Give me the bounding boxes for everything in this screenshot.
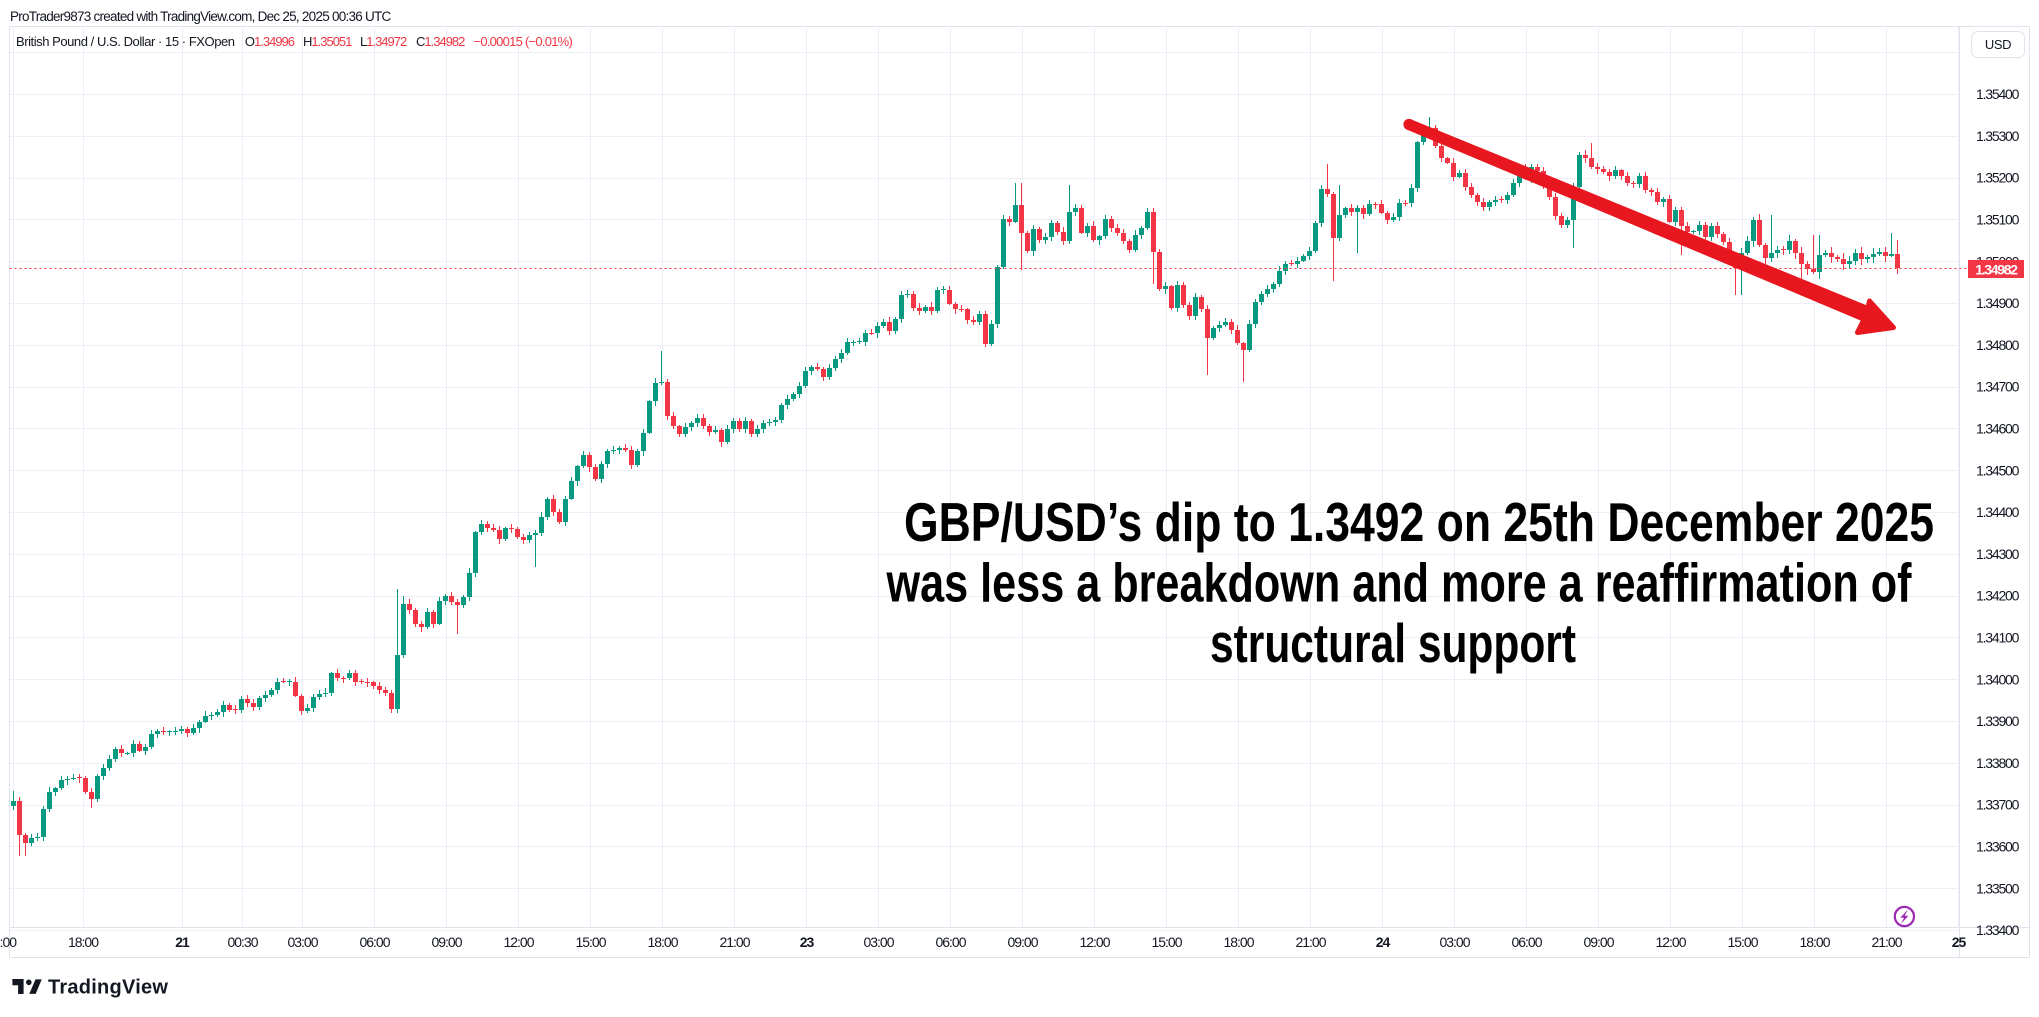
svg-text:TradingView: TradingView (48, 977, 168, 999)
svg-text:21: 21 (175, 934, 190, 950)
svg-text:21:00: 21:00 (1295, 934, 1326, 950)
svg-text:25: 25 (1952, 934, 1967, 950)
svg-text:18:00: 18:00 (68, 934, 99, 950)
svg-text:L1.34972: L1.34972 (360, 34, 407, 49)
svg-text:structural support: structural support (1210, 612, 1576, 674)
svg-text:18:00: 18:00 (647, 934, 678, 950)
svg-text:1.34300: 1.34300 (1976, 546, 2020, 562)
svg-text:1.33500: 1.33500 (1976, 880, 2020, 896)
svg-text:12:00: 12:00 (1655, 934, 1686, 950)
svg-text:21:00: 21:00 (1871, 934, 1902, 950)
svg-text:06:00: 06:00 (359, 934, 390, 950)
svg-text:H1.35051: H1.35051 (303, 34, 352, 49)
svg-text:1.34600: 1.34600 (1976, 421, 2020, 437)
svg-text:GBP/USD’s dip to 1.3492 on 25t: GBP/USD’s dip to 1.3492 on 25th December… (904, 491, 1934, 553)
svg-text:23: 23 (800, 934, 815, 950)
svg-text:1.33600: 1.33600 (1976, 839, 2020, 855)
svg-text:15:00: 15:00 (1151, 934, 1182, 950)
svg-text:1.34500: 1.34500 (1976, 462, 2020, 478)
svg-text:1.34982: 1.34982 (1975, 262, 2018, 278)
svg-text:06:00: 06:00 (1511, 934, 1542, 950)
svg-text:1.34900: 1.34900 (1976, 295, 2020, 311)
svg-text:12:00: 12:00 (503, 934, 534, 950)
svg-text:00:30: 00:30 (227, 934, 258, 950)
svg-text:15:00: 15:00 (575, 934, 606, 950)
svg-text:15:00: 15:00 (0, 934, 17, 950)
svg-text:1.35300: 1.35300 (1976, 128, 2020, 144)
svg-text:1.34000: 1.34000 (1976, 671, 2020, 687)
svg-text:1.35200: 1.35200 (1976, 170, 2020, 186)
svg-text:O1.34996: O1.34996 (245, 34, 295, 49)
svg-text:−0.00015 (−0.01%): −0.00015 (−0.01%) (474, 34, 573, 49)
svg-text:1.35400: 1.35400 (1976, 86, 2020, 102)
svg-text:06:00: 06:00 (935, 934, 966, 950)
svg-text:09:00: 09:00 (431, 934, 462, 950)
svg-text:1.34800: 1.34800 (1976, 337, 2020, 353)
svg-text:12:00: 12:00 (1079, 934, 1110, 950)
svg-text:1.33900: 1.33900 (1976, 713, 2020, 729)
svg-text:USD: USD (1985, 37, 2011, 52)
svg-text:03:00: 03:00 (287, 934, 318, 950)
svg-text:09:00: 09:00 (1007, 934, 1038, 950)
svg-text:18:00: 18:00 (1223, 934, 1254, 950)
svg-text:21:00: 21:00 (719, 934, 750, 950)
svg-text:1.34700: 1.34700 (1976, 379, 2020, 395)
svg-text:C1.34982: C1.34982 (416, 34, 465, 49)
svg-text:1.34200: 1.34200 (1976, 588, 2020, 604)
svg-text:1.33800: 1.33800 (1976, 755, 2020, 771)
svg-text:03:00: 03:00 (1439, 934, 1470, 950)
svg-text:1.34400: 1.34400 (1976, 504, 2020, 520)
svg-text:18:00: 18:00 (1799, 934, 1830, 950)
svg-text:was less a breakdown and more: was less a breakdown and more a reaffirm… (886, 552, 1912, 614)
svg-text:03:00: 03:00 (863, 934, 894, 950)
svg-text:1.33400: 1.33400 (1976, 922, 2020, 938)
svg-text:1.33700: 1.33700 (1976, 797, 2020, 813)
svg-text:ProTrader9873 created with Tra: ProTrader9873 created with TradingView.c… (10, 9, 391, 24)
svg-text:24: 24 (1376, 934, 1391, 950)
svg-text:1.34100: 1.34100 (1976, 630, 2020, 646)
svg-text:1.35100: 1.35100 (1976, 212, 2020, 228)
svg-text:09:00: 09:00 (1583, 934, 1614, 950)
svg-text:15:00: 15:00 (1727, 934, 1758, 950)
svg-text:British Pound / U.S. Dollar ·: British Pound / U.S. Dollar · 15 · FXOpe… (16, 34, 235, 49)
